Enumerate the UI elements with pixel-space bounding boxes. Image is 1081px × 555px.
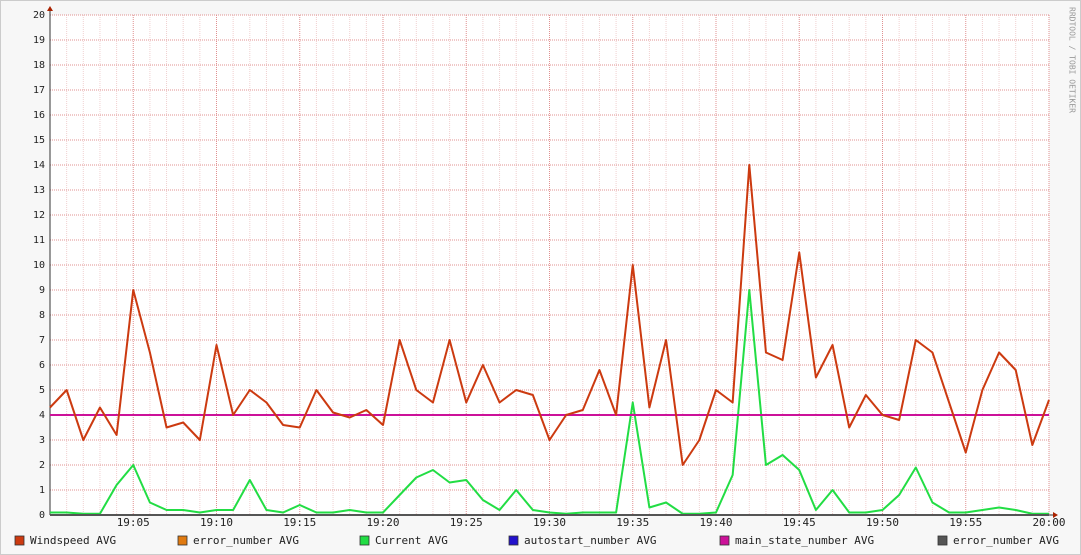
y-tick-label: 3 xyxy=(39,435,45,446)
legend-label: main_state_number AVG xyxy=(735,534,874,547)
legend-label: error_number AVG xyxy=(193,534,299,547)
y-tick-label: 20 xyxy=(33,10,45,21)
y-tick-label: 14 xyxy=(33,160,45,171)
legend-swatch xyxy=(937,535,948,546)
legend-label: Current AVG xyxy=(375,534,448,547)
legend-label: error_number AVG xyxy=(953,534,1059,547)
legend-label: autostart_number AVG xyxy=(524,534,656,547)
y-tick-label: 0 xyxy=(39,510,45,521)
y-tick-label: 7 xyxy=(39,335,45,346)
y-axis-arrow xyxy=(47,6,53,11)
y-tick-label: 15 xyxy=(33,135,45,146)
y-tick-label: 9 xyxy=(39,285,45,296)
legend-swatch xyxy=(14,535,25,546)
y-tick-label: 17 xyxy=(33,85,45,96)
y-tick-label: 19 xyxy=(33,35,45,46)
x-tick-label: 19:10 xyxy=(200,516,233,529)
y-tick-label: 16 xyxy=(33,110,45,121)
x-tick-label: 19:20 xyxy=(366,516,399,529)
y-tick-label: 18 xyxy=(33,60,45,71)
legend-swatch xyxy=(508,535,519,546)
x-tick-label: 20:00 xyxy=(1032,516,1065,529)
series-line xyxy=(49,164,1050,466)
series-line xyxy=(50,289,1049,515)
x-tick-label: 19:25 xyxy=(450,516,483,529)
legend-swatch xyxy=(359,535,370,546)
y-tick-label: 13 xyxy=(33,185,45,196)
y-tick-label: 10 xyxy=(33,260,45,271)
y-tick-label: 5 xyxy=(39,385,45,396)
y-tick-label: 6 xyxy=(39,360,45,371)
y-tick-label: 1 xyxy=(39,485,45,496)
x-tick-label: 19:55 xyxy=(949,516,982,529)
y-tick-label: 12 xyxy=(33,210,45,221)
y-tick-label: 2 xyxy=(39,460,45,471)
x-tick-label: 19:15 xyxy=(283,516,316,529)
x-tick-label: 19:30 xyxy=(533,516,566,529)
legend-swatch xyxy=(177,535,188,546)
y-tick-label: 4 xyxy=(39,410,45,421)
x-tick-label: 19:05 xyxy=(117,516,150,529)
y-tick-label: 8 xyxy=(39,310,45,321)
x-tick-label: 19:40 xyxy=(699,516,732,529)
x-tick-label: 19:50 xyxy=(866,516,899,529)
y-tick-label: 11 xyxy=(33,235,45,246)
x-tick-label: 19:35 xyxy=(616,516,649,529)
x-axis-arrow xyxy=(1053,512,1058,518)
legend-label: Windspeed AVG xyxy=(30,534,116,547)
legend-swatch xyxy=(719,535,730,546)
watermark: RRDTOOL / TOBI OETIKER xyxy=(1068,7,1077,113)
x-tick-label: 19:45 xyxy=(783,516,816,529)
